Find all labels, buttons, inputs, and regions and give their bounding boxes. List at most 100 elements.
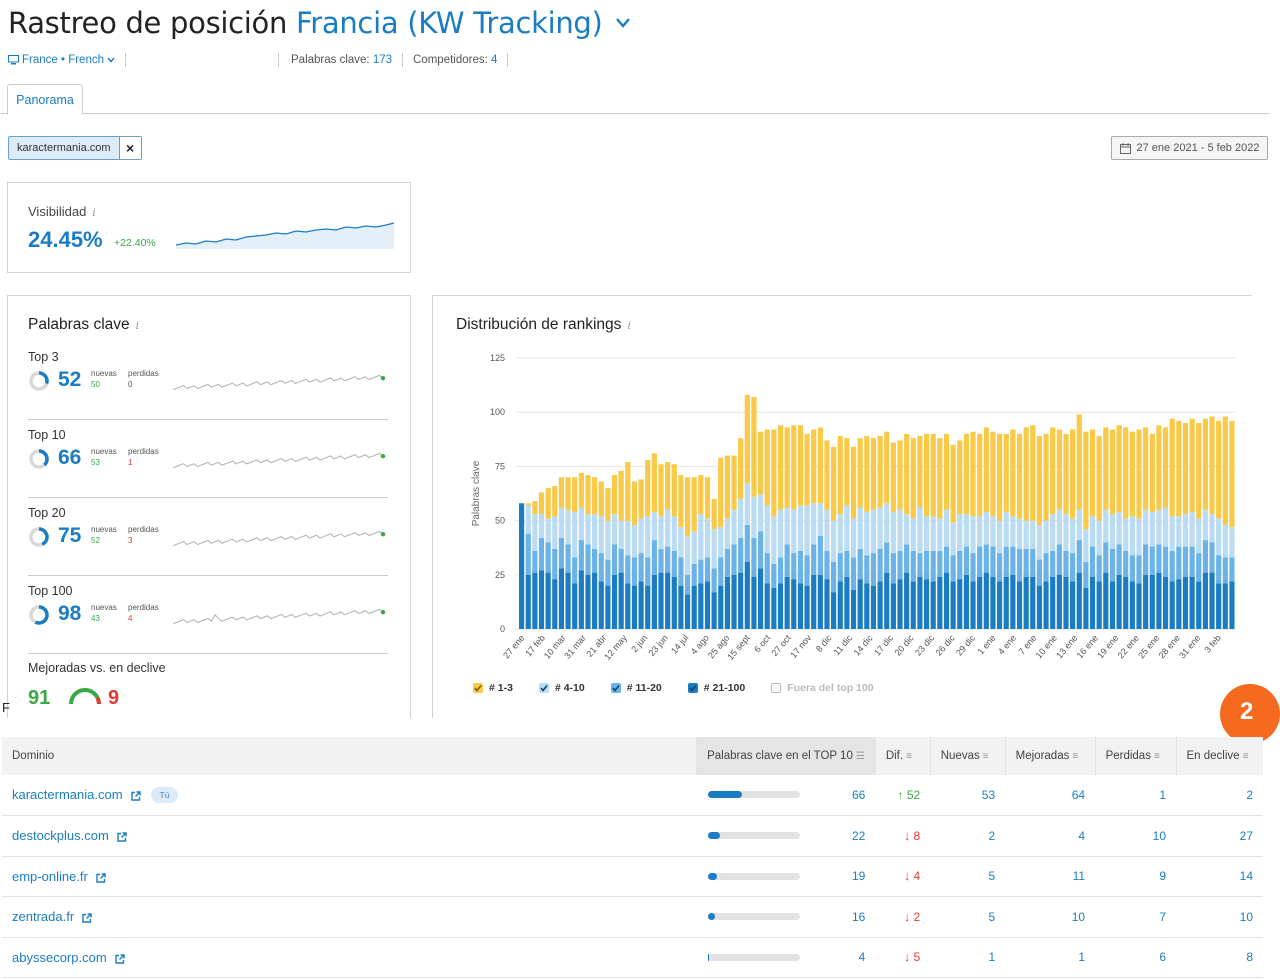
improved-cell[interactable]: 11 [1005, 856, 1096, 897]
keywords-card: Palabras clave i Top 3 52 nuevas 50 perdidas 0… [7, 295, 411, 720]
domain-cell: abyssecorp.com [2, 937, 697, 978]
bar-segment [545, 572, 551, 629]
bar-segment [890, 511, 896, 554]
legend-checkbox[interactable] [771, 683, 782, 693]
external-link-icon[interactable] [114, 954, 125, 964]
bar-segment [1129, 555, 1135, 582]
external-link-icon[interactable] [96, 873, 106, 883]
declined-cell[interactable]: 27 [1176, 815, 1263, 857]
info-icon[interactable]: i [627, 319, 631, 332]
sort-icon[interactable]: ≡ [1242, 751, 1249, 762]
bar-segment [578, 540, 584, 571]
legend-item[interactable]: # 21-100 [687, 682, 745, 694]
new-cell[interactable]: 1 [930, 937, 1006, 978]
help-badge[interactable]: 2 [1220, 684, 1280, 744]
external-link-icon[interactable] [82, 913, 92, 923]
legend-item[interactable]: # 11-20 [610, 682, 662, 694]
top10-value[interactable]: 22 [851, 828, 866, 843]
col-new[interactable]: Nuevas ≡ [929, 737, 1006, 775]
lost-cell[interactable]: 10 [1095, 815, 1176, 857]
sort-desc-icon[interactable]: ☰ [855, 751, 865, 762]
declined-cell[interactable]: 8 [1176, 937, 1263, 978]
diff-value: 2 [913, 909, 921, 924]
improved-cell[interactable]: 64 [1005, 775, 1096, 816]
new-count: 52 [91, 536, 100, 545]
legend-item[interactable]: # 1-3 [473, 682, 513, 694]
info-icon[interactable]: i [92, 206, 96, 219]
top10-value[interactable]: 16 [851, 909, 866, 924]
external-link-icon[interactable] [117, 832, 127, 842]
keyword-sparkline [173, 608, 386, 625]
bar-segment [764, 583, 770, 629]
bar-segment [950, 555, 956, 582]
col-diff[interactable]: Dif. ≡ [874, 737, 931, 775]
bar-segment [645, 585, 651, 629]
new-cell[interactable]: 53 [930, 775, 1006, 816]
bar-segment [797, 505, 804, 551]
lost-label: perdidas [128, 369, 159, 378]
improved-cell[interactable]: 4 [1005, 815, 1096, 857]
declined-cell[interactable]: 14 [1176, 856, 1263, 897]
top10-value[interactable]: 66 [851, 788, 866, 802]
domain-link[interactable]: destockplus.com [12, 828, 109, 844]
bar-segment [870, 553, 877, 586]
lost-cell[interactable]: 1 [1095, 775, 1176, 816]
col-top10[interactable]: Palabras clave en el TOP 10 ☰ [696, 737, 876, 775]
legend-item[interactable]: Fuera del top 100 [771, 682, 874, 694]
declined-cell[interactable]: 2 [1176, 775, 1263, 816]
col-improved[interactable]: Mejoradas ≡ [1004, 737, 1096, 775]
date-range-picker[interactable]: 27 ene 2021 - 5 feb 2022 [1111, 136, 1268, 160]
bar-segment [1229, 527, 1235, 558]
col-declined[interactable]: En declive ≡ [1175, 737, 1263, 775]
legend-item[interactable]: # 4-10 [538, 682, 585, 694]
domain-link[interactable]: emp-online.fr [12, 868, 88, 884]
project-selector[interactable]: Francia (KW Tracking) [295, 6, 603, 40]
sort-icon[interactable]: ≡ [982, 751, 989, 762]
chevron-down-icon[interactable] [615, 10, 631, 34]
lost-cell[interactable]: 7 [1095, 896, 1176, 938]
bar-segment [671, 516, 677, 551]
declined-cell[interactable]: 10 [1176, 896, 1263, 938]
legend-checkbox[interactable] [687, 683, 698, 693]
improved-cell[interactable]: 1 [1005, 937, 1096, 978]
improved-cell[interactable]: 10 [1005, 896, 1096, 938]
sort-icon[interactable]: ≡ [1153, 751, 1160, 762]
domain-link[interactable]: zentrada.fr [12, 909, 75, 925]
legend-checkbox[interactable] [538, 683, 549, 693]
title-prefix: Rastreo de posición [8, 6, 288, 40]
declined-count: 9 [108, 687, 120, 709]
lost-count: 3 [128, 536, 133, 545]
bar-segment [744, 483, 750, 525]
new-cell[interactable]: 5 [930, 856, 1006, 897]
info-icon[interactable]: i [135, 319, 140, 332]
domain-link[interactable]: abyssecorp.com [12, 949, 107, 965]
new-cell[interactable]: 5 [930, 896, 1006, 938]
legend-checkbox[interactable] [610, 683, 621, 693]
external-link-icon[interactable] [130, 791, 141, 801]
lost-cell[interactable]: 6 [1095, 937, 1176, 978]
legend-checkbox[interactable] [473, 683, 483, 693]
chevron-down-icon [107, 57, 115, 63]
tab-panorama[interactable]: Panorama [7, 84, 83, 115]
bar-segment [731, 455, 737, 510]
competitors-count[interactable]: 4 [491, 54, 498, 66]
x-tick-label: 17 dic [872, 632, 895, 657]
bar-segment [844, 505, 850, 551]
col-lost[interactable]: Perdidas ≡ [1094, 737, 1176, 775]
lost-cell[interactable]: 9 [1095, 856, 1176, 897]
y-tick-label: 100 [490, 407, 505, 417]
top10-value[interactable]: 4 [858, 950, 866, 965]
top10-value[interactable]: 19 [851, 869, 866, 884]
diff-cell: ↓ 5 [875, 937, 931, 978]
location-selector[interactable]: France • French [8, 54, 115, 66]
bar-segment [1056, 509, 1062, 545]
close-icon[interactable]: × [118, 137, 141, 159]
new-count: 43 [91, 614, 100, 623]
domain-link[interactable]: karactermania.com [12, 787, 123, 802]
sort-icon[interactable]: ≡ [906, 751, 912, 762]
new-cell[interactable]: 2 [930, 815, 1006, 857]
sort-icon[interactable]: ≡ [1072, 751, 1079, 762]
keywords-count[interactable]: 173 [372, 54, 393, 66]
bar-segment [791, 553, 797, 580]
ring-gauge [29, 371, 49, 391]
